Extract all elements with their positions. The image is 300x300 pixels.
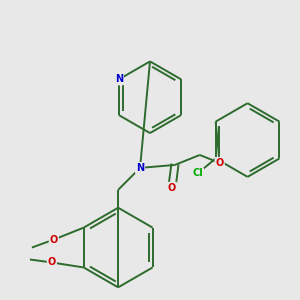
- Text: N: N: [115, 74, 123, 84]
- Text: O: O: [50, 235, 58, 244]
- Text: O: O: [48, 257, 56, 268]
- Text: Cl: Cl: [192, 168, 203, 178]
- Text: O: O: [216, 158, 224, 168]
- Text: O: O: [168, 183, 176, 193]
- Text: N: N: [136, 163, 144, 173]
